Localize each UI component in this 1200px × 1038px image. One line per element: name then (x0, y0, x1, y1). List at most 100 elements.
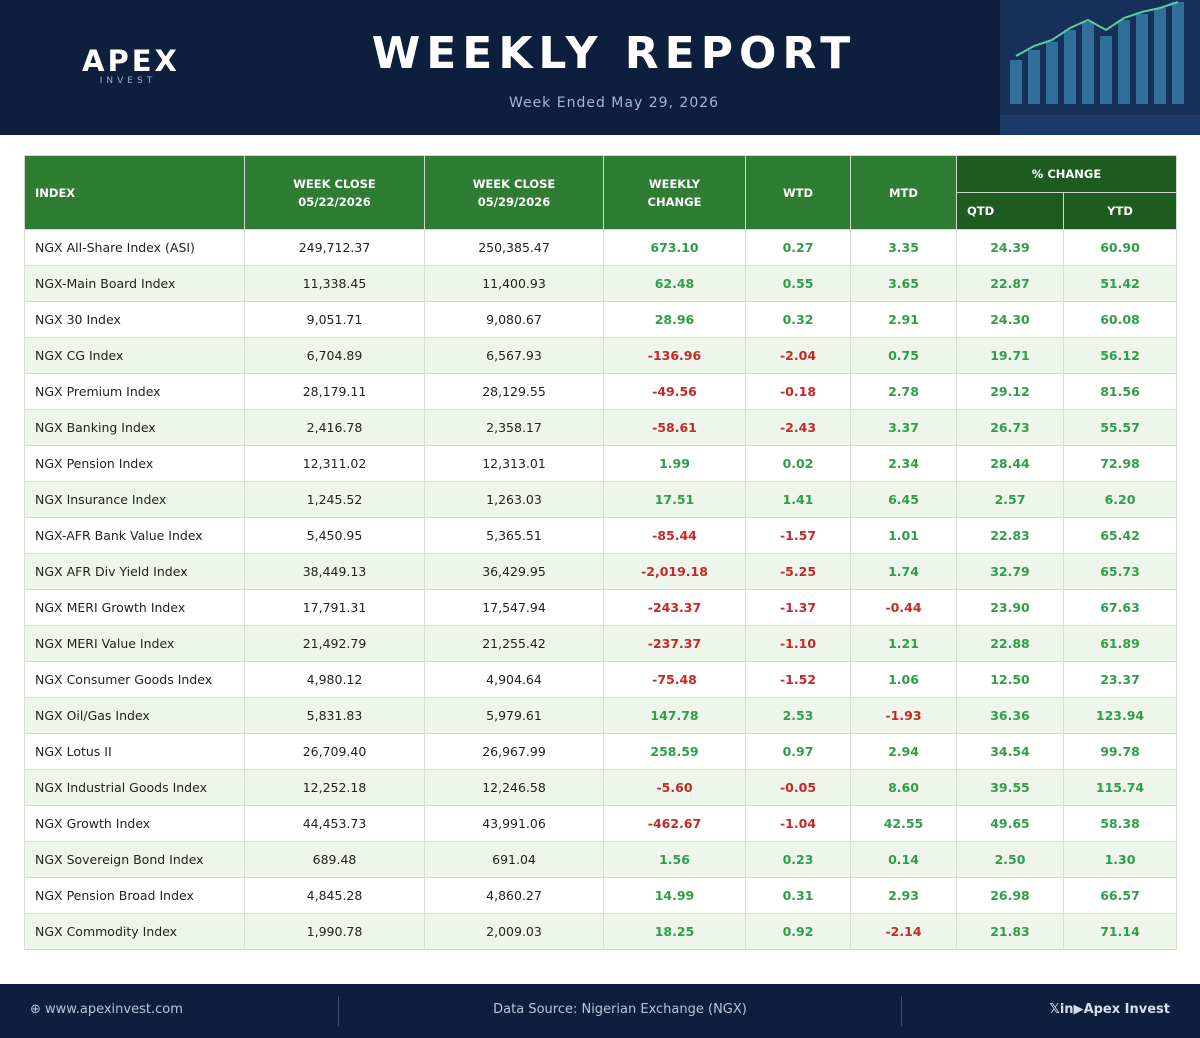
cell: 24.30 (956, 301, 1064, 338)
cell: -237.37 (603, 625, 746, 662)
cell: 4,980.12 (244, 661, 425, 698)
cell: 1,245.52 (244, 481, 425, 518)
group-header: % CHANGE (955, 155, 1178, 193)
cell: 39.55 (956, 769, 1064, 806)
cell: 1.30 (1062, 841, 1178, 878)
header-line: 05/22/2026 (298, 194, 371, 209)
cell: -49.56 (603, 373, 746, 410)
globe-icon: ⊕ (30, 1002, 46, 1017)
cell: -2.14 (850, 913, 957, 950)
index-name: NGX AFR Div Yield Index (24, 553, 245, 590)
cell: 44,453.73 (244, 805, 425, 842)
cell: 5,979.61 (424, 697, 604, 734)
cell: 2.53 (745, 697, 851, 734)
cell: 26.73 (956, 409, 1064, 446)
cell: 673.10 (603, 229, 746, 266)
cell: 26,709.40 (244, 733, 425, 770)
cell: 18.25 (603, 913, 746, 950)
cell: 67.63 (1062, 589, 1178, 626)
cell: -0.18 (745, 373, 851, 410)
cell: 0.97 (745, 733, 851, 770)
cell: 36,429.95 (424, 553, 604, 590)
index-name: NGX-AFR Bank Value Index (24, 517, 245, 554)
header-line: INDEX (35, 185, 76, 200)
source: Data Source: Nigerian Exchange (NGX) (493, 1002, 747, 1017)
cell: 8.60 (850, 769, 957, 806)
cell: 11,338.45 (244, 265, 425, 302)
table-row: NGX Oil/Gas Index 5,831.83 5,979.61 147.78 2… (24, 697, 1178, 734)
cell: 28,129.55 (424, 373, 604, 410)
cell: -136.96 (603, 337, 746, 374)
cell: 3.65 (850, 265, 957, 302)
index-name: NGX CG Index (24, 337, 245, 374)
cell: -1.04 (745, 805, 851, 842)
table-row: NGX Growth Index 44,453.73 43,991.06 -462.6… (24, 805, 1178, 842)
cell: 6.20 (1062, 481, 1178, 518)
table-row: NGX MERI Growth Index 17,791.31 17,547.94-… (24, 589, 1178, 626)
cell: -1.57 (745, 517, 851, 554)
cell: 5,450.95 (244, 517, 425, 554)
cell: 0.31 (745, 877, 851, 914)
table-row: NGX-AFR Bank Value Index 5,450.95 5,365.51… (24, 517, 1178, 554)
cell: -1.37 (745, 589, 851, 626)
title: WEEKLY REPORT (371, 28, 857, 79)
cell: 1,263.03 (424, 481, 604, 518)
header-row: INDEX WEEK CLOSE 05/22/2026 WEEK CLOSE 05/29… (24, 155, 1178, 230)
table-row: NGX Lotus II 26,709.40 26,967.99 258.59 0.97… (24, 733, 1178, 770)
cell: 65.73 (1062, 553, 1178, 590)
cell: 81.56 (1062, 373, 1178, 410)
cell: 72.98 (1062, 445, 1178, 482)
cell: 6,567.93 (424, 337, 604, 374)
cell: 62.48 (603, 265, 746, 302)
index-name: NGX-Main Board Index (24, 265, 245, 302)
cell: 55.57 (1062, 409, 1178, 446)
cell: 14.99 (603, 877, 746, 914)
cell: -0.44 (850, 589, 957, 626)
header-line: CHANGE (647, 194, 702, 209)
table-row: NGX Consumer Goods Index 4,980.12 4,904.64… (24, 661, 1178, 698)
cell: 36.36 (956, 697, 1064, 734)
cell: 4,904.64 (424, 661, 604, 698)
cell: 1.06 (850, 661, 957, 698)
cell: 61.89 (1062, 625, 1178, 662)
cell: 2.57 (956, 481, 1064, 518)
table-row: NGX Sovereign Bond Index 689.48 691.04 1.56… (24, 841, 1178, 878)
cell: 23.37 (1062, 661, 1178, 698)
index-name: NGX MERI Value Index (24, 625, 245, 662)
cell: 26.98 (956, 877, 1064, 914)
cell: 21,255.42 (424, 625, 604, 662)
cell: 38,449.13 (244, 553, 425, 590)
cell: 17,791.31 (244, 589, 425, 626)
logo: APEX (82, 44, 180, 78)
index-name: NGX Banking Index (24, 409, 245, 446)
cell: 12,311.02 (244, 445, 425, 482)
cell: 49.65 (956, 805, 1064, 842)
cell: 0.02 (745, 445, 851, 482)
cell: 6,704.89 (244, 337, 425, 374)
index-name: NGX Sovereign Bond Index (24, 841, 245, 878)
index-name: NGX Insurance Index (24, 481, 245, 518)
cell: 2.93 (850, 877, 957, 914)
column-header: MTD (850, 155, 957, 230)
subtitle: Week Ended May 29, 2026 (508, 95, 720, 111)
divider (338, 996, 339, 1026)
cell: 1.21 (850, 625, 957, 662)
cell: 3.35 (850, 229, 957, 266)
cell: 19.71 (956, 337, 1064, 374)
index-name: NGX Commodity Index (24, 913, 245, 950)
cell: 28.96 (603, 301, 746, 338)
cell: 0.14 (850, 841, 957, 878)
index-name: NGX Oil/Gas Index (24, 697, 245, 734)
table-row: NGX CG Index 6,704.89 6,567.93 -136.96 -2.04… (24, 337, 1178, 374)
cell: 4,845.28 (244, 877, 425, 914)
header-line: WEEK CLOSE (293, 176, 376, 191)
cell: 2,009.03 (424, 913, 604, 950)
header-row: QTD YTD (25, 192, 1178, 230)
cell: 0.75 (850, 337, 957, 374)
cell: -462.67 (603, 805, 746, 842)
column-header: WEEK CLOSE 05/29/2026 (424, 155, 604, 230)
cell: 12.50 (956, 661, 1064, 698)
cell: 17.51 (603, 481, 746, 518)
table-row: NGX 30 Index 9,051.71 9,080.67 28.96 0.32 2.9… (24, 301, 1178, 338)
cell: 250,385.47 (424, 229, 604, 266)
